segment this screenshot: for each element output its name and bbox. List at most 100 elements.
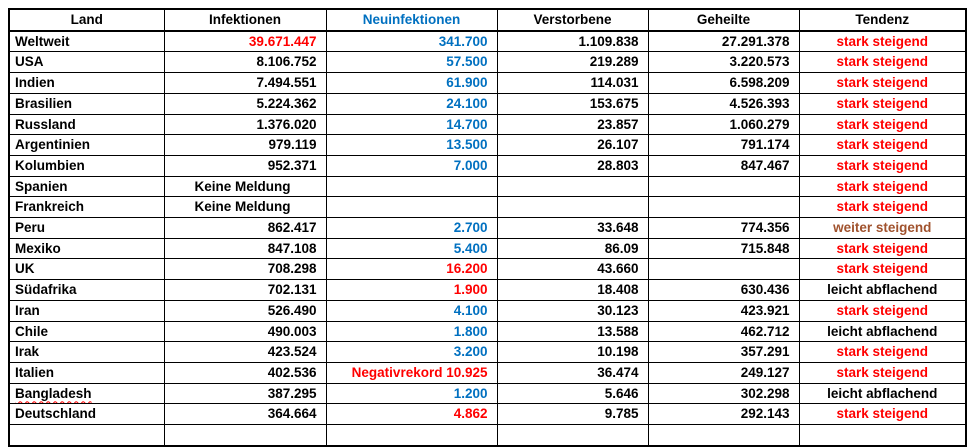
table-row: Iran 526.490 4.100 30.123 423.921 stark steig… [8, 299, 967, 322]
cell-tendenz: stark steigend [798, 72, 967, 94]
table-row: Mexiko 847.108 5.400 86.09 715.848 stark stei… [8, 237, 967, 260]
spellcheck-underlined-text: Bangladesh [15, 385, 92, 401]
table-row: Frankreich Keine Meldung stark steigend [8, 196, 967, 219]
cell-verstorbene: 9.785 [496, 403, 649, 426]
cell-geheilte: 715.848 [647, 237, 800, 260]
cell-infektionen: 490.003 [163, 320, 327, 343]
cell-land: Weltweit [8, 30, 165, 53]
covid-statistics-table: Land Infektionen Neuinfektionen Verstorbene… [8, 8, 967, 447]
table-row: Brasilien 5.224.362 24.100 153.675 4.526.393… [8, 92, 967, 115]
cell-land: Südafrika [8, 279, 165, 301]
cell-neuinfektionen: 57.500 [325, 51, 498, 74]
cell-empty [496, 424, 649, 447]
table-row: USA 8.106.752 57.500 219.289 3.220.573 stark … [8, 51, 967, 74]
cell-geheilte: 630.436 [647, 279, 800, 301]
cell-verstorbene [496, 196, 649, 219]
column-header-land: Land [8, 8, 165, 32]
cell-verstorbene: 23.857 [496, 113, 649, 136]
cell-tendenz: stark steigend [798, 299, 967, 322]
cell-infektionen: 8.106.752 [163, 51, 327, 74]
cell-infektionen: Keine Meldung [163, 175, 327, 198]
table-row-partial [8, 424, 967, 447]
cell-geheilte: 249.127 [647, 361, 800, 384]
cell-tendenz: stark steigend [798, 258, 967, 281]
table-row: Peru 862.417 2.700 33.648 774.356 weiter stei… [8, 217, 967, 239]
cell-infektionen: 387.295 [163, 382, 327, 405]
cell-tendenz: stark steigend [798, 196, 967, 219]
table-body: Weltweit 39.671.447 341.700 1.109.838 27.291… [8, 30, 967, 447]
cell-tendenz: leicht abflachend [798, 382, 967, 405]
cell-infektionen: 1.376.020 [163, 113, 327, 136]
cell-tendenz: stark steigend [798, 113, 967, 136]
cell-geheilte: 302.298 [647, 382, 800, 405]
cell-tendenz: stark steigend [798, 92, 967, 115]
cell-verstorbene: 5.646 [496, 382, 649, 405]
cell-verstorbene: 13.588 [496, 320, 649, 343]
cell-verstorbene: 10.198 [496, 341, 649, 363]
cell-verstorbene: 1.109.838 [496, 30, 649, 53]
cell-infektionen: 423.524 [163, 341, 327, 363]
table-row: UK 708.298 16.200 43.660 stark steigend [8, 258, 967, 281]
cell-land: Peru [8, 217, 165, 239]
cell-neuinfektionen: 4.100 [325, 299, 498, 322]
cell-tendenz: stark steigend [798, 341, 967, 363]
cell-tendenz: stark steigend [798, 51, 967, 74]
cell-neuinfektionen: 4.862 [325, 403, 498, 426]
cell-empty [8, 424, 165, 447]
cell-geheilte: 27.291.378 [647, 30, 800, 53]
cell-land: Kolumbien [8, 154, 165, 177]
table-row: Spanien Keine Meldung stark steigend [8, 175, 967, 198]
cell-neuinfektionen: 3.200 [325, 341, 498, 363]
cell-tendenz: stark steigend [798, 154, 967, 177]
column-header-tendenz: Tendenz [798, 8, 967, 32]
cell-neuinfektionen [325, 196, 498, 219]
table-row: Italien 402.536 Negativrekord 10.925 36.474… [8, 361, 967, 384]
cell-geheilte: 423.921 [647, 299, 800, 322]
cell-geheilte: 3.220.573 [647, 51, 800, 74]
column-header-geheilte: Geheilte [647, 8, 800, 32]
cell-geheilte: 357.291 [647, 341, 800, 363]
cell-tendenz: stark steigend [798, 403, 967, 426]
cell-tendenz: stark steigend [798, 361, 967, 384]
cell-neuinfektionen: 14.700 [325, 113, 498, 136]
cell-tendenz: stark steigend [798, 237, 967, 260]
cell-verstorbene: 28.803 [496, 154, 649, 177]
document-page: Land Infektionen Neuinfektionen Verstorbene… [8, 8, 968, 447]
cell-verstorbene: 33.648 [496, 217, 649, 239]
cell-land: Deutschland [8, 403, 165, 426]
cell-infektionen: 862.417 [163, 217, 327, 239]
cell-infektionen: 7.494.551 [163, 72, 327, 94]
column-header-neuinfektionen: Neuinfektionen [325, 8, 498, 32]
cell-land: UK [8, 258, 165, 281]
cell-geheilte [647, 175, 800, 198]
cell-geheilte: 4.526.393 [647, 92, 800, 115]
table-row: Chile 490.003 1.800 13.588 462.712 leicht abf… [8, 320, 967, 343]
table-row: Indien 7.494.551 61.900 114.031 6.598.209 sta… [8, 72, 967, 94]
cell-verstorbene: 114.031 [496, 72, 649, 94]
cell-verstorbene: 30.123 [496, 299, 649, 322]
cell-land: Iran [8, 299, 165, 322]
cell-verstorbene: 43.660 [496, 258, 649, 281]
cell-infektionen: 5.224.362 [163, 92, 327, 115]
cell-verstorbene: 219.289 [496, 51, 649, 74]
cell-infektionen: 952.371 [163, 154, 327, 177]
cell-verstorbene: 36.474 [496, 361, 649, 384]
cell-infektionen: 702.131 [163, 279, 327, 301]
cell-infektionen: 39.671.447 [163, 30, 327, 53]
table-header-row: Land Infektionen Neuinfektionen Verstorbene… [8, 8, 967, 32]
cell-verstorbene: 18.408 [496, 279, 649, 301]
table-row: Argentinien 979.119 13.500 26.107 791.174 sta… [8, 134, 967, 156]
cell-neuinfektionen: 61.900 [325, 72, 498, 94]
cell-neuinfektionen: 13.500 [325, 134, 498, 156]
cell-neuinfektionen: 5.400 [325, 237, 498, 260]
cell-geheilte: 847.467 [647, 154, 800, 177]
cell-empty [798, 424, 967, 447]
cell-infektionen: 847.108 [163, 237, 327, 260]
cell-tendenz: stark steigend [798, 175, 967, 198]
cell-geheilte [647, 258, 800, 281]
cell-land: Mexiko [8, 237, 165, 260]
cell-neuinfektionen: 7.000 [325, 154, 498, 177]
cell-land: Irak [8, 341, 165, 363]
cell-land: Indien [8, 72, 165, 94]
cell-land: Italien [8, 361, 165, 384]
